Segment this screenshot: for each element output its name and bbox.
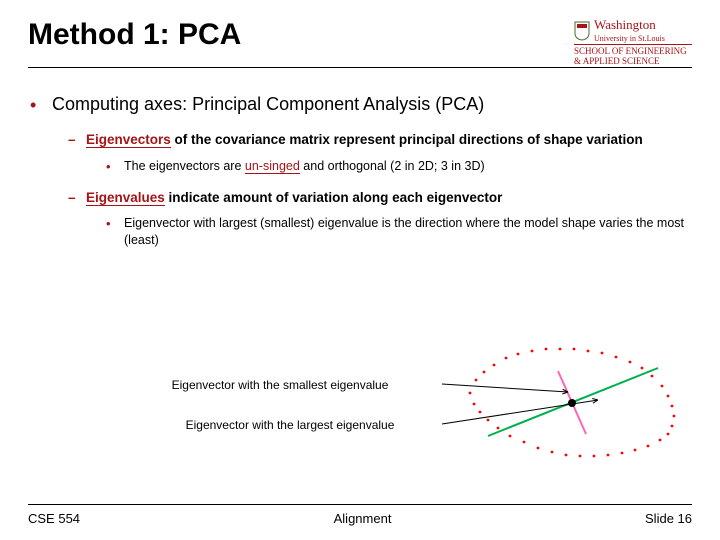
slide: Method 1: PCA Washington University in S… <box>0 0 720 540</box>
bullet-text: The eigenvectors are un-singed and ortho… <box>124 158 485 176</box>
school-name: SCHOOL OF ENGINEERING & APPLIED SCIENCE <box>574 47 692 67</box>
bullet-icon: • <box>30 94 52 117</box>
title-underline <box>28 67 692 68</box>
bullet-level-1: • Computing axes: Principal Component An… <box>30 94 692 117</box>
logo-top-row: Washington University in St.Louis <box>574 18 692 43</box>
bullet-icon: • <box>106 215 124 249</box>
school-line-2: & APPLIED SCIENCE <box>574 56 660 66</box>
content-body: • Computing axes: Principal Component An… <box>28 94 692 249</box>
bullet-text: Eigenvalues indicate amount of variation… <box>86 189 502 207</box>
bullet-level-3: • The eigenvectors are un-singed and ort… <box>106 158 692 176</box>
pca-diagram <box>440 338 700 468</box>
school-line-1: SCHOOL OF ENGINEERING <box>574 46 687 56</box>
bullet-text: Eigenvector with largest (smallest) eige… <box>124 215 692 249</box>
text-before: The eigenvectors are <box>124 159 245 173</box>
bullet-level-2: – Eigenvectors of the covariance matrix … <box>68 131 692 149</box>
keyword-eigenvalues: Eigenvalues <box>86 190 165 206</box>
university-subtitle: University in St.Louis <box>594 34 665 43</box>
header: Method 1: PCA Washington University in S… <box>28 18 692 67</box>
text-after: indicate amount of variation along each … <box>165 190 503 205</box>
footer-divider <box>28 504 692 505</box>
course-code: CSE 554 <box>28 511 80 526</box>
dash-icon: – <box>68 189 86 207</box>
lecture-topic: Alignment <box>334 511 392 526</box>
keyword-unsinged: un-singed <box>245 159 300 174</box>
university-logo: Washington University in St.Louis SCHOOL… <box>574 18 692 67</box>
slide-number: Slide 16 <box>645 511 692 526</box>
text-after: and orthogonal (2 in 2D; 3 in 3D) <box>300 159 485 173</box>
keyword-eigenvectors: Eigenvectors <box>86 132 171 148</box>
footer-row: CSE 554 Alignment Slide 16 <box>28 511 692 526</box>
dash-icon: – <box>68 131 86 149</box>
bullet-text: Eigenvectors of the covariance matrix re… <box>86 131 643 149</box>
bullet-text: Computing axes: Principal Component Anal… <box>52 94 484 117</box>
university-name: Washington <box>594 17 656 32</box>
bullet-icon: • <box>106 158 124 176</box>
shield-icon <box>574 21 590 41</box>
bullet-level-3: • Eigenvector with largest (smallest) ei… <box>106 215 692 249</box>
slide-title: Method 1: PCA <box>28 18 241 58</box>
logo-divider <box>574 44 692 45</box>
bullet-level-2: – Eigenvalues indicate amount of variati… <box>68 189 692 207</box>
caption-small-eigenvalue: Eigenvector with the smallest eigenvalue <box>140 378 420 392</box>
footer: CSE 554 Alignment Slide 16 <box>28 504 692 526</box>
caption-large-eigenvalue: Eigenvector with the largest eigenvalue <box>150 418 430 432</box>
text-after: of the covariance matrix represent princ… <box>171 132 643 147</box>
logo-text: Washington University in St.Louis <box>594 18 665 43</box>
